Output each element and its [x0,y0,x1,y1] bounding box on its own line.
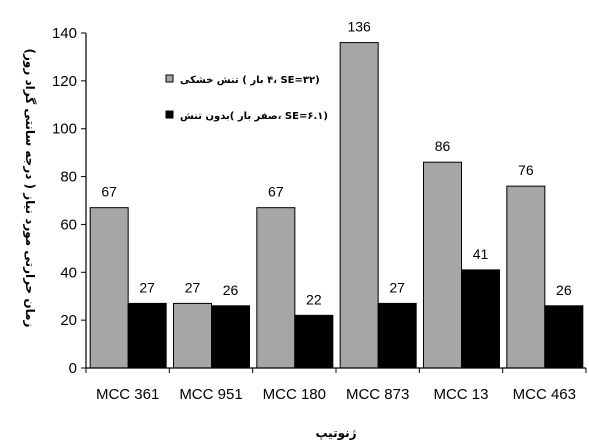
category-label: MCC 180 [263,386,326,403]
data-label: 26 [556,282,572,298]
x-axis-title: ژنوتیپ [315,426,356,441]
bar-drought-stress [89,207,129,369]
y-tick-label: 120 [52,73,77,90]
legend-label: تنش خشکی ( ۴ بار، SE=۳۲) [180,75,320,86]
axes [85,33,587,373]
category-labels: MCC 361 MCC 951 MCC 180 MCC 873 MCC 13 MCC 46… [96,386,576,403]
y-axis-title-group: زمان حرارتی مورد نیاز ( درجه سانتی گراد … [22,49,37,328]
data-label: 86 [435,138,451,154]
category-label: MCC 13 [433,386,488,403]
y-tick-label: 100 [52,121,77,138]
data-label: 76 [518,162,534,178]
category-label: MCC 361 [96,386,159,403]
y-tick-label: 80 [60,169,77,186]
bar-no-stress [127,302,167,369]
y-tick-label: 40 [60,264,77,281]
data-label: 27 [389,279,405,295]
y-tick-label: 20 [60,312,77,329]
category-label: MCC 463 [513,386,576,403]
bar-no-stress [211,305,250,369]
data-label: 27 [185,279,201,295]
bar-drought-stress [256,207,296,369]
data-label: 67 [268,184,284,200]
bar-drought-stress [173,302,212,369]
bar-no-stress [294,314,334,369]
bars [89,42,584,369]
data-label: 27 [139,279,155,295]
y-axis-title: زمان حرارتی مورد نیاز ( درجه سانتی گراد … [22,49,37,328]
bar-no-stress [377,302,417,369]
category-label: MCC 951 [179,386,242,403]
data-label: 26 [223,282,239,298]
y-tick-label: 140 [52,25,77,42]
bar-drought-stress [506,185,546,369]
legend: تنش خشکی ( ۴ بار، SE=۳۲) بدون تنش( صفر با… [165,74,328,122]
legend-label: بدون تنش( صفر بار، SE=۶.۱) [180,111,328,122]
legend-swatch [165,74,174,83]
data-label: 67 [101,184,117,200]
data-label: 136 [347,19,371,35]
category-label: MCC 873 [346,386,409,403]
bar-drought-stress [423,161,462,369]
data-label: 41 [473,246,489,262]
bar-drought-stress [339,42,379,369]
data-label: 22 [306,291,322,307]
data-labels: 67 27 27 26 67 22 136 27 86 41 76 26 [101,19,571,308]
y-tick-label: 60 [60,216,77,233]
bar-no-stress [461,269,500,369]
bar-no-stress [544,305,584,369]
y-tick-label: 0 [69,360,77,377]
y-axis-ticks: 0 20 40 60 80 100 120 140 [52,25,86,377]
legend-swatch [165,110,174,119]
